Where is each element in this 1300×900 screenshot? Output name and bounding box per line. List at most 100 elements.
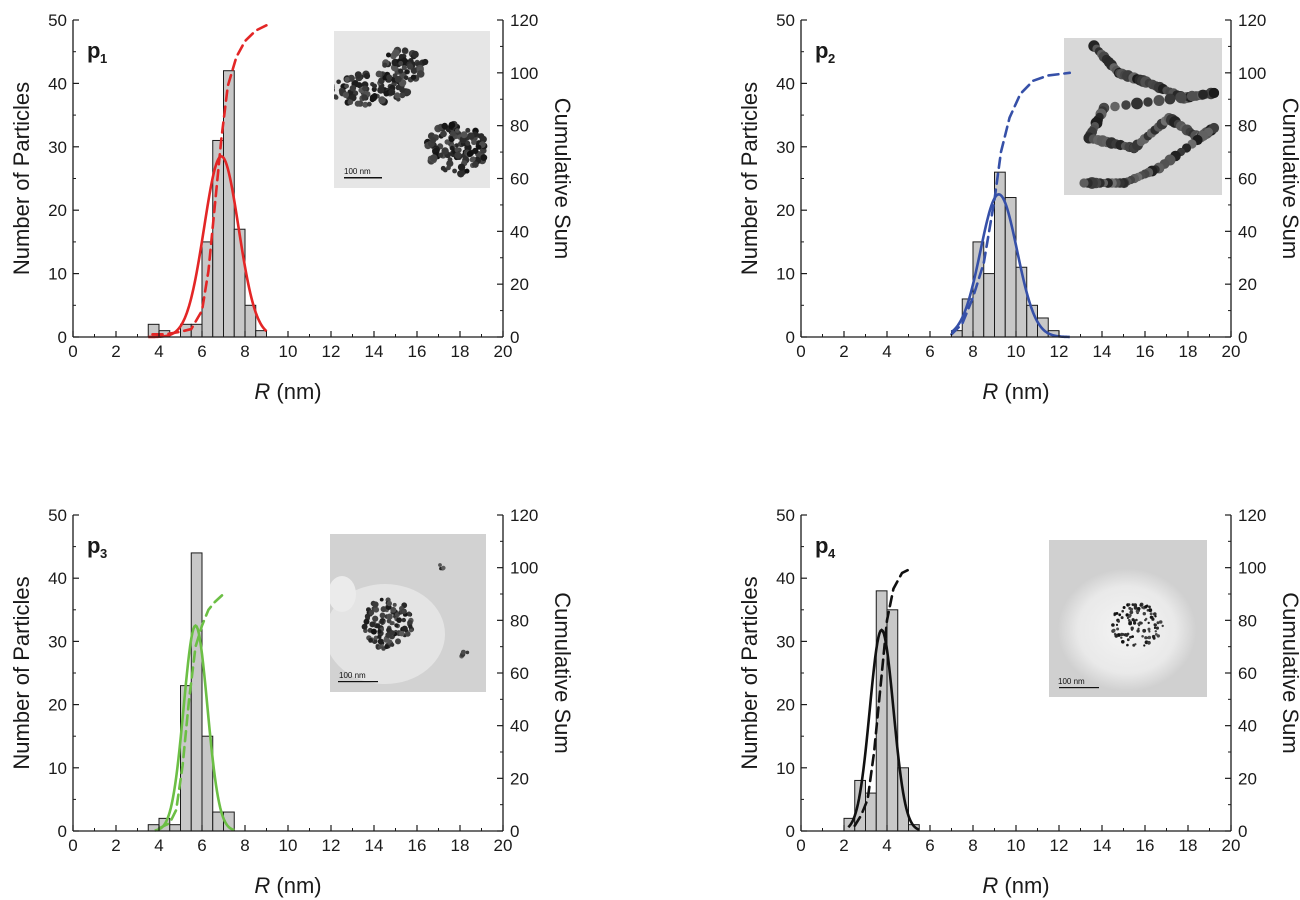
x-tick-label: 12 xyxy=(1050,836,1069,855)
panel-label: p xyxy=(815,533,828,558)
particle xyxy=(1112,628,1116,633)
y2-tick-label: 0 xyxy=(510,822,519,841)
particle xyxy=(368,609,375,616)
histogram-bars xyxy=(951,171,1060,338)
particle xyxy=(377,629,382,634)
particle xyxy=(1128,613,1132,617)
y-tick-label: 40 xyxy=(48,74,67,93)
inset-halo xyxy=(330,576,356,612)
y2-tick-label: 80 xyxy=(510,117,529,136)
histogram-bar xyxy=(865,792,877,832)
x-tick-label: 2 xyxy=(839,836,848,855)
x-tick-label: 8 xyxy=(968,342,977,361)
particle xyxy=(1110,101,1120,112)
particle xyxy=(1154,633,1158,636)
y2-tick-label: 120 xyxy=(510,11,538,30)
y-tick-label: 30 xyxy=(776,632,795,651)
particle xyxy=(1121,640,1125,644)
y2-tick-label: 0 xyxy=(510,328,519,347)
y-tick-label: 0 xyxy=(58,822,67,841)
cumulative-curve xyxy=(853,566,915,828)
cumulative-curve xyxy=(157,592,225,830)
y2-tick-label: 0 xyxy=(1238,822,1247,841)
x-tick-label: 6 xyxy=(197,836,206,855)
particle xyxy=(372,601,379,608)
gaussian-fit-curve xyxy=(154,623,235,832)
y2-tick-label: 60 xyxy=(510,664,529,683)
x-tick-label: 18 xyxy=(1179,836,1198,855)
particle xyxy=(386,52,391,58)
x-tick-label: 18 xyxy=(451,836,470,855)
particle xyxy=(479,135,487,143)
particle xyxy=(1164,93,1176,105)
particle xyxy=(1154,626,1157,629)
particle xyxy=(1133,603,1138,608)
particle xyxy=(422,58,429,66)
y-tick-label: 40 xyxy=(776,569,795,588)
x-tick-label: 20 xyxy=(494,836,513,855)
particle xyxy=(398,60,404,66)
particle xyxy=(472,161,479,168)
histogram-bar xyxy=(886,609,899,832)
particle xyxy=(406,63,414,70)
particle xyxy=(388,88,396,96)
particle xyxy=(1145,617,1148,621)
particle xyxy=(347,99,354,105)
particle xyxy=(377,634,382,639)
particle xyxy=(395,638,401,645)
y2-tick-label: 100 xyxy=(1238,559,1266,578)
x-tick-label: 16 xyxy=(1136,342,1155,361)
particle xyxy=(465,650,470,655)
particle xyxy=(1156,621,1160,625)
inset-field xyxy=(1064,38,1222,195)
chart-panel-2: 0 2 4 6 8 10 12 14 16 18 2001020304050020406080100… xyxy=(737,11,1300,404)
particle xyxy=(466,150,473,157)
particle xyxy=(1137,607,1141,611)
particle xyxy=(1115,623,1119,627)
particle xyxy=(460,649,466,655)
y-axis-title: Number of Particles xyxy=(737,82,762,275)
particle xyxy=(1129,635,1132,639)
particle xyxy=(464,168,470,174)
particle xyxy=(1131,97,1143,110)
particle xyxy=(1122,606,1126,609)
x-tick-label: 4 xyxy=(154,836,163,855)
particle xyxy=(386,600,392,607)
particle xyxy=(470,156,476,162)
particle xyxy=(386,74,393,81)
x-tick-label: 2 xyxy=(839,342,848,361)
particle xyxy=(354,71,362,79)
particle xyxy=(361,623,368,630)
particle xyxy=(1142,612,1147,616)
y2-tick-label: 60 xyxy=(1238,170,1257,189)
particle xyxy=(1137,622,1141,626)
particle xyxy=(1161,624,1164,628)
particle xyxy=(1120,632,1124,637)
x-tick-label: 4 xyxy=(154,342,163,361)
particle xyxy=(366,101,372,107)
particle xyxy=(1115,612,1119,615)
particle xyxy=(334,95,339,100)
particle xyxy=(465,140,471,146)
particle xyxy=(362,101,369,108)
particle xyxy=(454,143,460,148)
particle xyxy=(1143,97,1153,107)
particle xyxy=(404,88,412,96)
x-axis-title: R (nm) xyxy=(982,379,1049,404)
particle xyxy=(349,85,357,92)
x-tick-label: 12 xyxy=(1050,342,1069,361)
x-tick-label: 4 xyxy=(882,342,891,361)
particle xyxy=(344,76,350,83)
particle xyxy=(457,163,466,171)
y-tick-label: 50 xyxy=(48,506,67,525)
inset-particles xyxy=(1049,540,1207,697)
panel-label-subscript: 2 xyxy=(828,51,835,66)
particle xyxy=(1120,616,1124,620)
particle xyxy=(405,631,411,637)
x-tick-label: 8 xyxy=(240,836,249,855)
tem-inset: 100 nm xyxy=(1049,540,1207,697)
y2-tick-label: 60 xyxy=(510,170,529,189)
chart-panel-1: 100 nm0 2 4 6 8 10 12 14 16 18 2001020304050020406… xyxy=(9,11,575,404)
y2-tick-label: 100 xyxy=(1238,64,1266,83)
particle xyxy=(1121,609,1124,613)
